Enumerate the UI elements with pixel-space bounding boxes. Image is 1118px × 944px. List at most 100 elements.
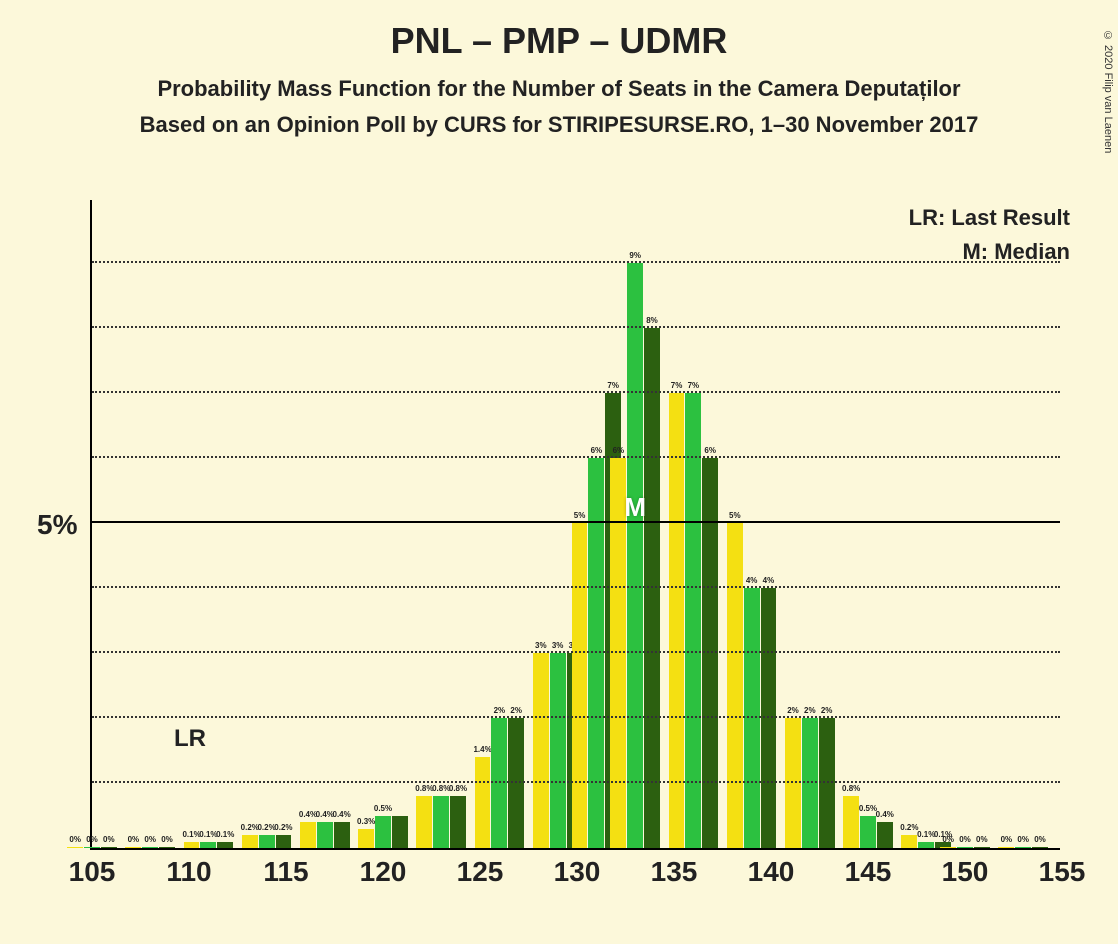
bar-value-label: 7% — [671, 381, 683, 390]
x-tick: 140 — [748, 856, 795, 888]
bar: 2% — [802, 718, 818, 848]
bar-group: 7%7%6% — [668, 393, 718, 848]
bar-value-label: 2% — [494, 706, 506, 715]
bar-value-label: 0.4% — [332, 810, 350, 819]
bar-value-label: 5% — [729, 511, 741, 520]
bar: 0.8% — [416, 796, 432, 848]
bar-value-label: 0.1% — [199, 830, 217, 839]
bar-value-label: 0% — [976, 835, 988, 844]
bar-value-label: 0.2% — [241, 823, 259, 832]
bar-value-label: 1.4% — [473, 745, 491, 754]
bar-value-label: 0.8% — [449, 784, 467, 793]
bar: 0.4% — [334, 822, 350, 848]
bar-value-label: 0% — [942, 835, 954, 844]
bar-value-label: 0.5% — [859, 804, 877, 813]
y-axis-label: 5% — [37, 509, 77, 541]
bar-value-label: 6% — [613, 446, 625, 455]
bar: 0.2% — [259, 835, 275, 848]
x-tick: 125 — [457, 856, 504, 888]
bar-value-label: 0% — [959, 835, 971, 844]
chart-subtitle-1: Probability Mass Function for the Number… — [0, 76, 1118, 102]
bar: 7% — [685, 393, 701, 848]
bar: 0.1% — [217, 842, 233, 849]
bar-value-label: 3% — [535, 641, 547, 650]
bar: 0% — [1015, 847, 1031, 848]
bar: 9% — [627, 263, 643, 848]
bar-value-label: 0% — [103, 835, 115, 844]
bar: 0% — [1032, 847, 1048, 848]
bar-group: 6%9%8% — [610, 263, 660, 848]
bar-value-label: 0.3% — [357, 817, 375, 826]
bar: 0.1% — [200, 842, 216, 849]
bar-value-label: 0.4% — [876, 810, 894, 819]
bar: 8% — [644, 328, 660, 848]
bars-layer: 0%0%0%0%0%0%0.1%0.1%0.1%0.2%0.2%0.2%0.4%… — [92, 200, 1060, 848]
bar: 0% — [67, 847, 83, 848]
last-result-marker: LR — [174, 725, 206, 753]
bar-value-label: 0.2% — [900, 823, 918, 832]
x-tick: 120 — [360, 856, 407, 888]
bar-value-label: 0.1% — [182, 830, 200, 839]
bar: 0% — [101, 847, 117, 848]
x-tick: 105 — [69, 856, 116, 888]
bar-group: 0%0%0% — [998, 847, 1048, 848]
bar-value-label: 0% — [69, 835, 81, 844]
bar: 5% — [572, 523, 588, 848]
bar-value-label: 0.2% — [274, 823, 292, 832]
x-tick: 150 — [942, 856, 989, 888]
bar-group: 0.2%0.2%0.2% — [241, 835, 291, 848]
gridline — [92, 391, 1060, 393]
bar-group: 1.4%2%2% — [474, 718, 524, 848]
bar — [392, 816, 408, 849]
bar: 0.2% — [242, 835, 258, 848]
gridline — [92, 716, 1060, 718]
bar: 0.8% — [433, 796, 449, 848]
bar: 0.4% — [300, 822, 316, 848]
bar: 0.1% — [918, 842, 934, 849]
bar: 5% — [727, 523, 743, 848]
bar-value-label: 0.4% — [299, 810, 317, 819]
bar: 4% — [744, 588, 760, 848]
bar-value-label: 5% — [574, 511, 586, 520]
bar-group: 2%2%2% — [785, 718, 835, 848]
x-tick: 135 — [651, 856, 698, 888]
plot-area: 5% 0%0%0%0%0%0%0.1%0.1%0.1%0.2%0.2%0.2%0… — [90, 200, 1060, 850]
bar-value-label: 4% — [763, 576, 775, 585]
gridline — [92, 651, 1060, 653]
gridline — [92, 326, 1060, 328]
bar-value-label: 2% — [787, 706, 799, 715]
bar: 0% — [159, 847, 175, 848]
bar: 0% — [998, 847, 1014, 848]
bar: 0% — [142, 847, 158, 848]
bar: 0.8% — [843, 796, 859, 848]
bar: 0% — [940, 847, 956, 848]
gridline — [92, 261, 1060, 263]
bar: 6% — [588, 458, 604, 848]
gridline — [92, 586, 1060, 588]
chart-title: PNL – PMP – UDMR — [0, 20, 1118, 62]
chart-subtitle-2: Based on an Opinion Poll by CURS for STI… — [0, 112, 1118, 138]
bar: 7% — [669, 393, 685, 848]
bar-group: 5%4%4% — [726, 523, 776, 848]
bar-value-label: 0% — [86, 835, 98, 844]
bar-value-label: 0.1% — [917, 830, 935, 839]
bar: 0% — [125, 847, 141, 848]
bar-value-label: 2% — [821, 706, 833, 715]
x-tick: 110 — [166, 856, 211, 888]
x-tick: 145 — [845, 856, 892, 888]
bar-group: 0.8%0.5%0.4% — [843, 796, 893, 848]
bar: 0.1% — [184, 842, 200, 849]
bar: 0.5% — [375, 816, 391, 849]
bar-value-label: 0% — [161, 835, 173, 844]
bar: 6% — [702, 458, 718, 848]
x-tick: 115 — [263, 856, 308, 888]
bar: 0% — [957, 847, 973, 848]
bar-value-label: 0.2% — [257, 823, 275, 832]
x-tick: 155 — [1039, 856, 1086, 888]
bar: 0.2% — [276, 835, 292, 848]
bar-value-label: 0% — [144, 835, 156, 844]
bar: 0% — [974, 847, 990, 848]
bar: 0.5% — [860, 816, 876, 849]
bar-value-label: 2% — [804, 706, 816, 715]
bar-group: 0%0%0% — [67, 847, 117, 848]
